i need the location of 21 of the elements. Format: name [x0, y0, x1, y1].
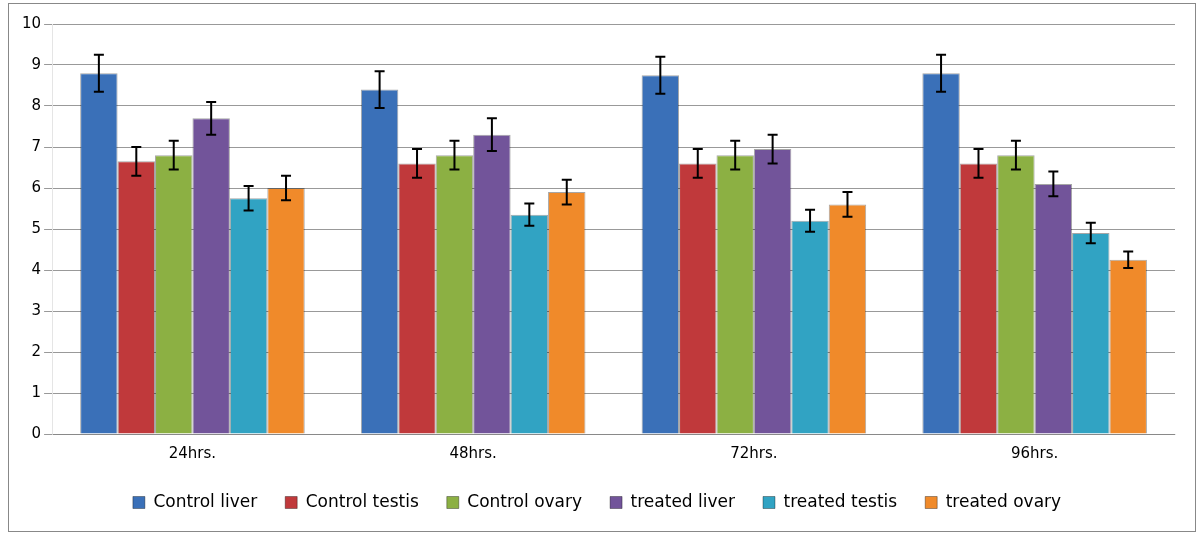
y-tick-label: 1 — [31, 382, 42, 401]
y-tick-label: 10 — [21, 13, 42, 32]
x-tick-label: 72hrs. — [730, 443, 778, 462]
legend-label: Control ovary — [467, 490, 583, 511]
y-tick-label: 3 — [31, 300, 42, 319]
legend-label: Control liver — [153, 490, 258, 511]
x-tick-label: 24hrs. — [168, 443, 217, 462]
legend-label: treated liver — [630, 490, 736, 511]
y-tick-label: 2 — [31, 341, 42, 360]
x-tick-label: 48hrs. — [449, 443, 497, 462]
y-tick-label: 5 — [31, 218, 42, 237]
y-tick-label: 9 — [31, 54, 42, 73]
legend-label: treated ovary — [945, 490, 1062, 511]
y-tick-label: 0 — [31, 423, 42, 442]
y-tick-label: 7 — [31, 136, 42, 155]
y-tick-label: 6 — [31, 177, 42, 196]
legend-label: treated testis — [783, 490, 898, 511]
x-tick-label: 96hrs. — [1010, 443, 1059, 462]
y-tick-label: 8 — [31, 95, 42, 114]
y-tick-label: 4 — [31, 259, 42, 278]
legend-label: Control testis — [305, 490, 419, 511]
